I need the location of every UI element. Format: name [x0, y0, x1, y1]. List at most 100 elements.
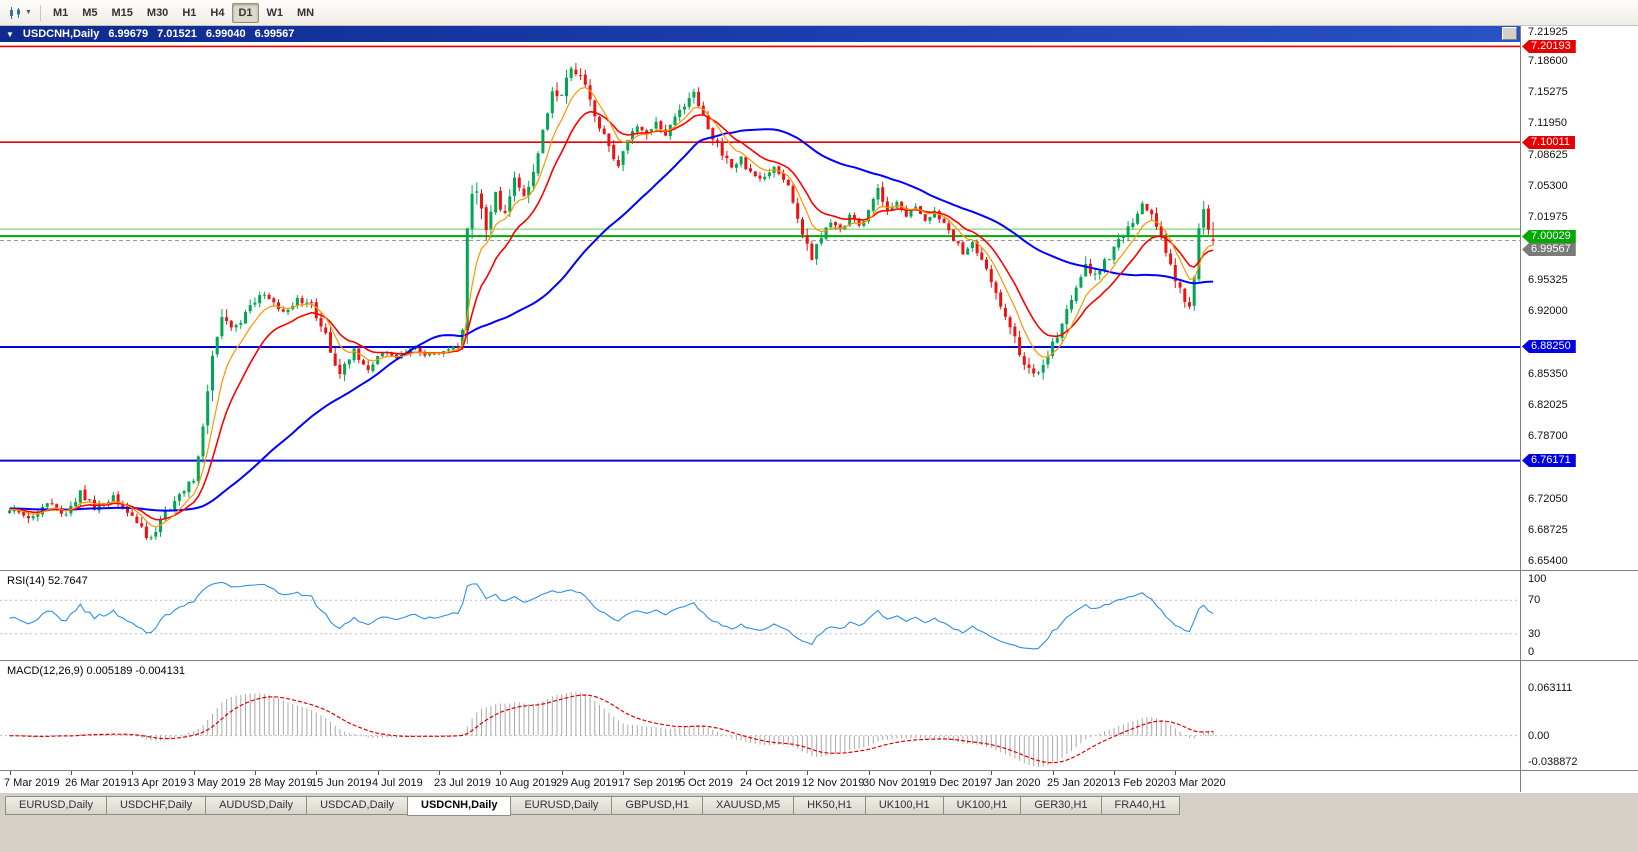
date-tick — [10, 771, 11, 775]
timeframe-button-m1[interactable]: M1 — [52, 6, 69, 19]
date-label: 3 May 2019 — [188, 777, 246, 789]
price-scale-label: 6.68725 — [1528, 524, 1568, 536]
price-scale-label: 6.85350 — [1528, 368, 1568, 380]
timeframe-button-d1[interactable]: D1 — [232, 2, 259, 23]
panel-separator[interactable] — [0, 660, 1638, 661]
date-tick — [746, 771, 747, 775]
chart-tab-11-ger30-h1[interactable]: GER30,H1 — [1021, 796, 1102, 815]
date-label: 12 Nov 2019 — [802, 777, 865, 789]
date-tick — [439, 771, 440, 775]
rsi-indicator-label: RSI(14) 52.7647 — [7, 575, 88, 587]
chart-tab-7-xauusd-m5[interactable]: XAUUSD,M5 — [702, 796, 795, 815]
chart-type-dropdown-caret[interactable]: ▼ — [25, 9, 32, 16]
collapse-triangle-icon[interactable]: ▼ — [6, 29, 14, 39]
date-tick — [1114, 771, 1115, 775]
date-tick — [1175, 771, 1176, 775]
date-tick — [623, 771, 624, 775]
date-tick — [71, 771, 72, 775]
date-label: 10 Aug 2019 — [495, 777, 557, 789]
macd-scale-axis[interactable]: 0.063111 0.00 -0.038872 — [1521, 662, 1638, 770]
date-tick — [255, 771, 256, 775]
date-label: 28 May 2019 — [249, 777, 313, 789]
panel-separator[interactable] — [0, 570, 1638, 571]
chart-tab-6-gbpusd-h1[interactable]: GBPUSD,H1 — [612, 796, 703, 815]
macd-scale-label: 0.063111 — [1528, 682, 1573, 694]
chart-tab-bar: EURUSD,Daily USDCHF,Daily AUDUSD,Daily USDC… — [0, 792, 1638, 852]
current-price-badge: 6.99567 — [1522, 243, 1576, 256]
chart-tab-12-fra40-h1[interactable]: FRA40,H1 — [1101, 796, 1180, 815]
support-badge-6-76171: 6.76171 — [1522, 454, 1576, 467]
chart-tab-4-usdcnh-daily[interactable]: USDCNH,Daily — [407, 796, 512, 816]
date-label: 13 Feb 2020 — [1108, 777, 1170, 789]
main-candlestick-chart[interactable] — [0, 26, 1520, 570]
date-tick — [930, 771, 931, 775]
price-scale-label: 6.95325 — [1528, 274, 1568, 286]
price-scale-axis[interactable]: 7.21925 7.18600 7.15275 7.11950 7.08625 7.053… — [1521, 26, 1638, 570]
price-scale-label: 6.65400 — [1528, 555, 1568, 567]
date-tick — [991, 771, 992, 775]
rsi-scale-axis[interactable]: 100 70 30 0 — [1521, 572, 1638, 660]
toolbar-separator — [39, 4, 41, 21]
date-axis[interactable]: 7 Mar 2019 26 Mar 2019 13 Apr 2019 3 May 20… — [0, 771, 1638, 792]
macd-scale-label: -0.038872 — [1528, 756, 1578, 768]
timeframe-button-m15[interactable]: M15 — [111, 6, 133, 19]
price-scale-label: 7.18600 — [1528, 55, 1568, 67]
chart-window-title-bar[interactable]: ▼ USDCNH,Daily 6.99679 7.01521 6.99040 6… — [0, 26, 1520, 42]
ohlc-high: 7.01521 — [157, 28, 197, 40]
date-label: 4 Jul 2019 — [372, 777, 423, 789]
macd-indicator-panel[interactable] — [0, 662, 1520, 770]
timeframe-button-m5[interactable]: M5 — [82, 6, 98, 19]
date-tick — [562, 771, 563, 775]
chart-tab-1-usdchf-daily[interactable]: USDCHF,Daily — [106, 796, 207, 815]
chart-tab-3-usdcad-daily[interactable]: USDCAD,Daily — [307, 796, 409, 815]
ohlc-low: 6.99040 — [205, 28, 246, 40]
chart-tab-0-eurusd-daily[interactable]: EURUSD,Daily — [5, 796, 107, 815]
price-scale-label: 6.72050 — [1528, 493, 1568, 505]
price-scale-label: 7.15275 — [1528, 86, 1568, 98]
panel-separator — [0, 770, 1638, 771]
timeframe-button-h1[interactable]: H1 — [182, 6, 197, 19]
date-label: 13 Apr 2019 — [127, 777, 187, 789]
chart-tab-2-audusd-daily[interactable]: AUDUSD,Daily — [206, 796, 308, 815]
macd-indicator-label: MACD(12,26,9) 0.005189 -0.004131 — [7, 665, 185, 677]
chart-tab-10-uk100-h1[interactable]: UK100,H1 — [943, 796, 1022, 815]
date-label: 26 Mar 2019 — [65, 777, 127, 789]
date-label: 19 Dec 2019 — [924, 777, 987, 789]
date-label: 15 Jun 2019 — [311, 777, 372, 789]
date-tick — [194, 771, 195, 775]
date-tick — [869, 771, 870, 775]
price-scale-label: 7.05300 — [1528, 180, 1568, 192]
ohlc-close: 6.99567 — [254, 28, 295, 40]
chart-tab-5-eurusd-daily[interactable]: EURUSD,Daily — [511, 796, 613, 815]
resistance-badge-7-10011: 7.10011 — [1522, 136, 1575, 149]
chart-tab-8-hk50-h1[interactable]: HK50,H1 — [794, 796, 866, 815]
timeframe-button-w1[interactable]: W1 — [266, 6, 284, 19]
date-label: 30 Nov 2019 — [863, 777, 926, 789]
rsi-scale-label: 100 — [1528, 573, 1547, 585]
price-scale-label: 7.01975 — [1528, 211, 1568, 223]
date-tick — [807, 771, 808, 775]
timeframe-button-m30[interactable]: M30 — [146, 6, 169, 19]
date-label: 7 Jan 2020 — [986, 777, 1041, 789]
resistance-badge-7-20193: 7.20193 — [1522, 40, 1576, 53]
timeframe-button-h4[interactable]: H4 — [210, 6, 225, 19]
chart-window-button[interactable] — [1502, 27, 1517, 40]
timeframe-button-mn[interactable]: MN — [297, 6, 315, 19]
date-label: 29 Aug 2019 — [556, 777, 618, 789]
date-tick — [132, 771, 133, 775]
date-label: 23 Jul 2019 — [434, 777, 491, 789]
timeframe-toolbar: ▼ M1 M5 M15 M30 H1 H4 D1 W1 MN — [0, 0, 1638, 26]
support-badge-7-00029: 7.00029 — [1522, 230, 1576, 243]
date-label: 5 Oct 2019 — [679, 777, 733, 789]
price-scale-label: 7.21925 — [1528, 26, 1568, 38]
date-tick — [500, 771, 501, 775]
rsi-scale-label: 0 — [1528, 646, 1535, 658]
support-badge-6-88250: 6.88250 — [1522, 340, 1576, 353]
chart-tab-9-uk100-h1[interactable]: UK100,H1 — [865, 796, 944, 815]
date-label: 17 Sep 2019 — [618, 777, 681, 789]
date-label: 7 Mar 2019 — [4, 777, 60, 789]
date-tick — [1053, 771, 1054, 775]
chart-tab-strip: EURUSD,Daily USDCHF,Daily AUDUSD,Daily USDC… — [5, 796, 1638, 816]
rsi-indicator-panel[interactable] — [0, 572, 1520, 660]
chart-type-icon[interactable] — [5, 4, 25, 22]
